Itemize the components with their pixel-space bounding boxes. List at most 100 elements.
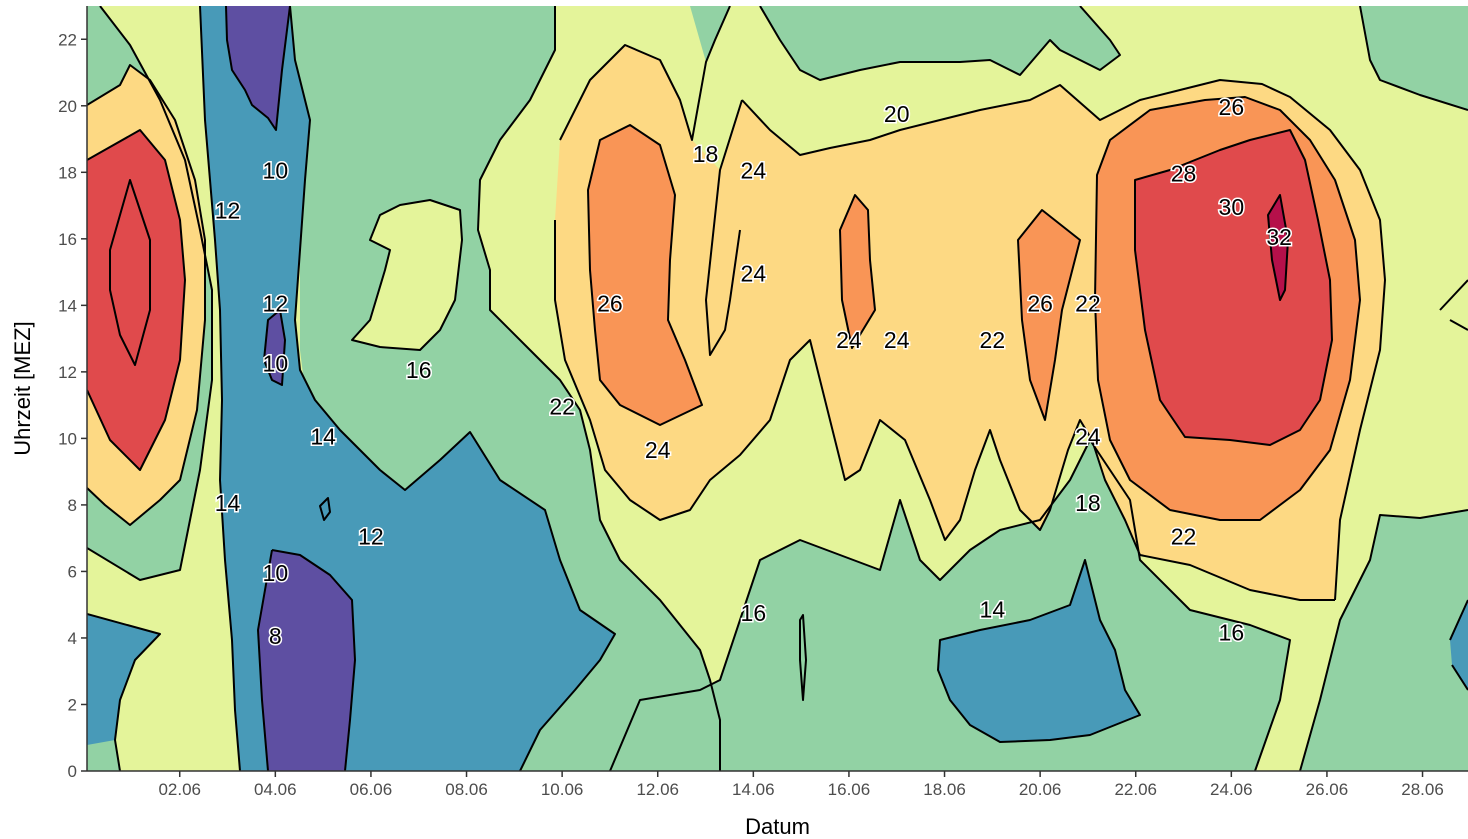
contour-label: 10 — [263, 350, 289, 376]
contour-line — [741, 79, 1386, 601]
y-tick-label: 18 — [58, 163, 77, 182]
contour-line — [1299, 509, 1468, 771]
contour-label: 14 — [215, 490, 241, 516]
region-26-28-c — [1018, 210, 1080, 420]
contour-line — [839, 194, 876, 349]
contour-label: 10 — [263, 560, 289, 586]
contour-line — [225, 6, 291, 131]
contour-line — [319, 497, 331, 521]
region-32-34 — [1268, 195, 1288, 300]
x-tick-label: 26.06 — [1306, 780, 1349, 799]
region-6-10-top — [226, 6, 290, 130]
contour-label: 16 — [1219, 620, 1245, 646]
contour-label: 14 — [310, 423, 336, 449]
contour-label: 18 — [693, 141, 719, 167]
y-tick-label: 4 — [68, 629, 77, 648]
contour-line — [937, 559, 1141, 743]
y-tick-label: 0 — [68, 762, 77, 781]
contour-lines — [87, 6, 1468, 771]
contour-line — [559, 6, 731, 141]
contour-label: 10 — [263, 157, 289, 183]
region-28-32-right — [1135, 130, 1332, 445]
contour-label: 16 — [741, 600, 767, 626]
y-tick-label: 20 — [58, 97, 77, 116]
y-tick-label: 14 — [58, 296, 77, 315]
contour-label: 12 — [215, 197, 241, 223]
y-tick-label: 12 — [58, 363, 77, 382]
contour-label: 22 — [980, 327, 1006, 353]
contour-label: 28 — [1171, 161, 1197, 187]
contour-line — [587, 124, 703, 426]
contour-line — [1267, 194, 1289, 301]
contour-label: 32 — [1266, 224, 1292, 250]
x-tick-label: 16.06 — [828, 780, 871, 799]
contour-line — [1094, 96, 1361, 521]
x-tick-label: 18.06 — [923, 780, 966, 799]
contour-line — [263, 309, 286, 386]
region-6-10-bottom — [258, 550, 355, 771]
contour-label: 26 — [1027, 290, 1053, 316]
contour-line — [1439, 279, 1468, 331]
contour-line — [199, 6, 241, 771]
y-axis-title: Uhrzeit [MEZ] — [10, 321, 35, 455]
contour-label: 14 — [980, 596, 1006, 622]
contour-line — [1017, 209, 1081, 421]
y-tick-label: 16 — [58, 230, 77, 249]
x-tick-label: 04.06 — [254, 780, 297, 799]
region-18-22-island — [352, 200, 462, 350]
contour-label: 18 — [1075, 490, 1101, 516]
y-tick-label: 22 — [58, 30, 77, 49]
contour-line — [609, 439, 1291, 771]
y-tick-label: 6 — [68, 562, 77, 581]
contour-line — [705, 99, 743, 356]
contour-label: 30 — [1219, 194, 1245, 220]
contour-line — [87, 613, 161, 771]
region-14-18-top-mid — [690, 6, 1468, 110]
plot-area — [87, 6, 1468, 771]
contour-label: 26 — [597, 290, 623, 316]
contour-line — [271, 549, 356, 771]
y-tick-label: 10 — [58, 429, 77, 448]
contour-label: 22 — [1171, 523, 1197, 549]
contour-label: 24 — [645, 437, 671, 463]
contour-label: 26 — [1219, 94, 1245, 120]
region-26-28-b — [840, 195, 875, 348]
x-tick-label: 22.06 — [1114, 780, 1157, 799]
contour-labels: 10 12 12 10 14 14 12 10 8 16 18 24 24 26 22 24 20 24 24 22 2… — [213, 93, 1293, 651]
contour-label: 24 — [836, 327, 862, 353]
contour-line — [87, 64, 206, 526]
contour-line — [109, 179, 151, 366]
contour-line — [799, 614, 807, 701]
region-10-14-left-bottom — [87, 614, 160, 745]
contour-line — [1359, 6, 1468, 111]
region-6-10-mid — [264, 310, 285, 385]
contour-label: 24 — [884, 327, 910, 353]
x-tick-label: 06.06 — [350, 780, 393, 799]
contour-label: 16 — [406, 357, 432, 383]
x-tick-label: 10.06 — [541, 780, 584, 799]
region-14-18-right — [1300, 510, 1468, 771]
contour-label: 12 — [263, 290, 289, 316]
contour-label: 22 — [549, 394, 575, 420]
contour-line — [759, 6, 1121, 81]
contour-label: 24 — [1075, 423, 1101, 449]
x-tick-label: 08.06 — [445, 780, 488, 799]
x-tick-label: 24.06 — [1210, 780, 1253, 799]
x-tick-label: 02.06 — [158, 780, 201, 799]
contour-label: 22 — [1075, 290, 1101, 316]
contour-label: 12 — [358, 523, 384, 549]
contour-line — [554, 220, 1335, 601]
contour-line — [1134, 129, 1333, 446]
y-tick-label: 8 — [68, 496, 77, 515]
contour-line — [289, 6, 616, 771]
contour-line — [87, 129, 186, 471]
x-tick-label: 28.06 — [1401, 780, 1444, 799]
region-14-18-center — [290, 6, 720, 771]
contour-line — [1449, 599, 1468, 691]
contour-line — [477, 6, 721, 771]
contour-label: 24 — [741, 157, 767, 183]
region-28-32-left — [87, 130, 185, 470]
region-26-28-a — [588, 125, 702, 425]
contour-label: 24 — [741, 260, 767, 286]
